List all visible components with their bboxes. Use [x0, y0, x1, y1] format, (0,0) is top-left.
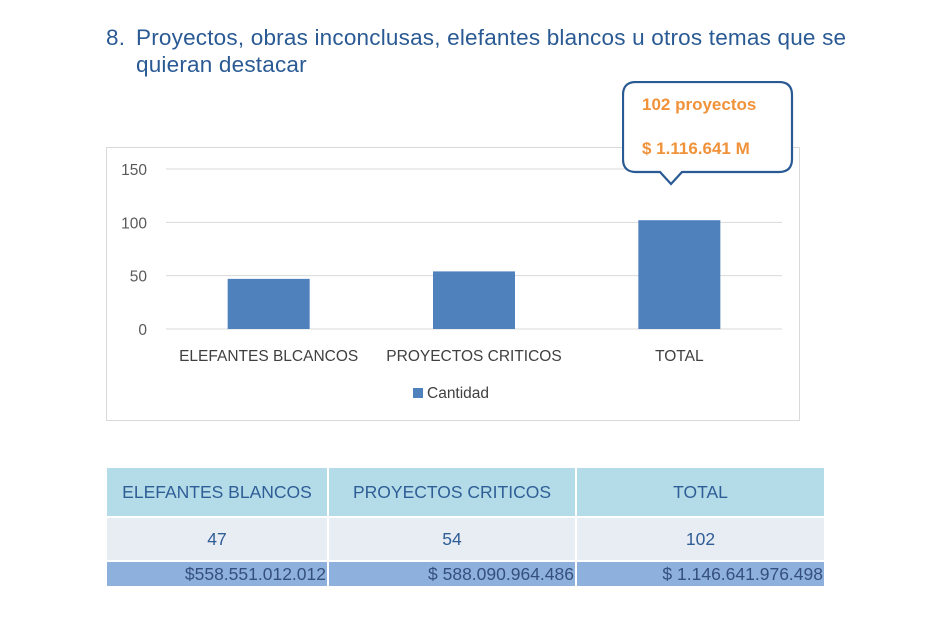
y-tick-labels: 0 50 100 150	[121, 162, 147, 339]
bar	[227, 278, 310, 329]
amount-total: $ 1.146.641.976.498	[576, 561, 824, 588]
x-tick-label: TOTAL	[655, 348, 704, 365]
bars	[227, 220, 721, 329]
callout-project-count: 102 proyectos	[642, 95, 757, 114]
amount-proyectos-criticos: $ 588.090.964.486	[328, 561, 577, 588]
section-title: Proyectos, obras inconclusas, elefantes …	[136, 25, 847, 77]
count-elefantes-blancos: 47	[107, 517, 329, 562]
callout-amount: $ 1.116.641 M	[642, 139, 750, 158]
header-elefantes-blancos: ELEFANTES BLANCOS	[107, 468, 329, 518]
x-tick-label: PROYECTOS CRITICOS	[386, 348, 561, 365]
y-tick-label: 0	[138, 322, 147, 339]
count-total: 102	[576, 517, 824, 562]
bar	[433, 271, 515, 329]
header-proyectos-criticos: PROYECTOS CRITICOS	[328, 468, 577, 518]
y-tick-label: 150	[121, 162, 147, 179]
chart-canvas: 0 50 100 150 ELEFANTES BLCANCOS PROYECTOS CR…	[121, 162, 782, 402]
legend-swatch	[413, 388, 423, 398]
section-heading: 8. Proyectos, obras inconclusas, elefant…	[106, 24, 866, 78]
table-row-counts: 47 54 102	[107, 517, 824, 562]
table-row-amounts: $558.551.012.012 $ 588.090.964.486 $ 1.1…	[107, 561, 824, 588]
x-tick-labels: ELEFANTES BLCANCOS PROYECTOS CRITICOS TOTA…	[179, 348, 704, 365]
y-tick-label: 100	[121, 215, 147, 232]
callout-bubble	[622, 81, 794, 186]
amount-elefantes-blancos: $558.551.012.012	[107, 561, 329, 588]
legend-label: Cantidad	[427, 385, 489, 402]
section-number: 8.	[106, 25, 126, 50]
y-tick-label: 50	[130, 269, 148, 286]
summary-table: ELEFANTES BLANCOS PROYECTOS CRITICOS TOT…	[107, 468, 824, 588]
table-header-row: ELEFANTES BLANCOS PROYECTOS CRITICOS TOT…	[107, 468, 824, 518]
header-total: TOTAL	[576, 468, 824, 518]
legend: Cantidad	[413, 385, 489, 402]
x-tick-label: ELEFANTES BLCANCOS	[179, 348, 358, 365]
bar	[638, 220, 721, 329]
count-proyectos-criticos: 54	[328, 517, 577, 562]
bar-chart: 0 50 100 150 ELEFANTES BLCANCOS PROYECTOS CR…	[106, 147, 800, 421]
total-callout: 102 proyectos $ 1.116.641 M	[622, 81, 794, 186]
